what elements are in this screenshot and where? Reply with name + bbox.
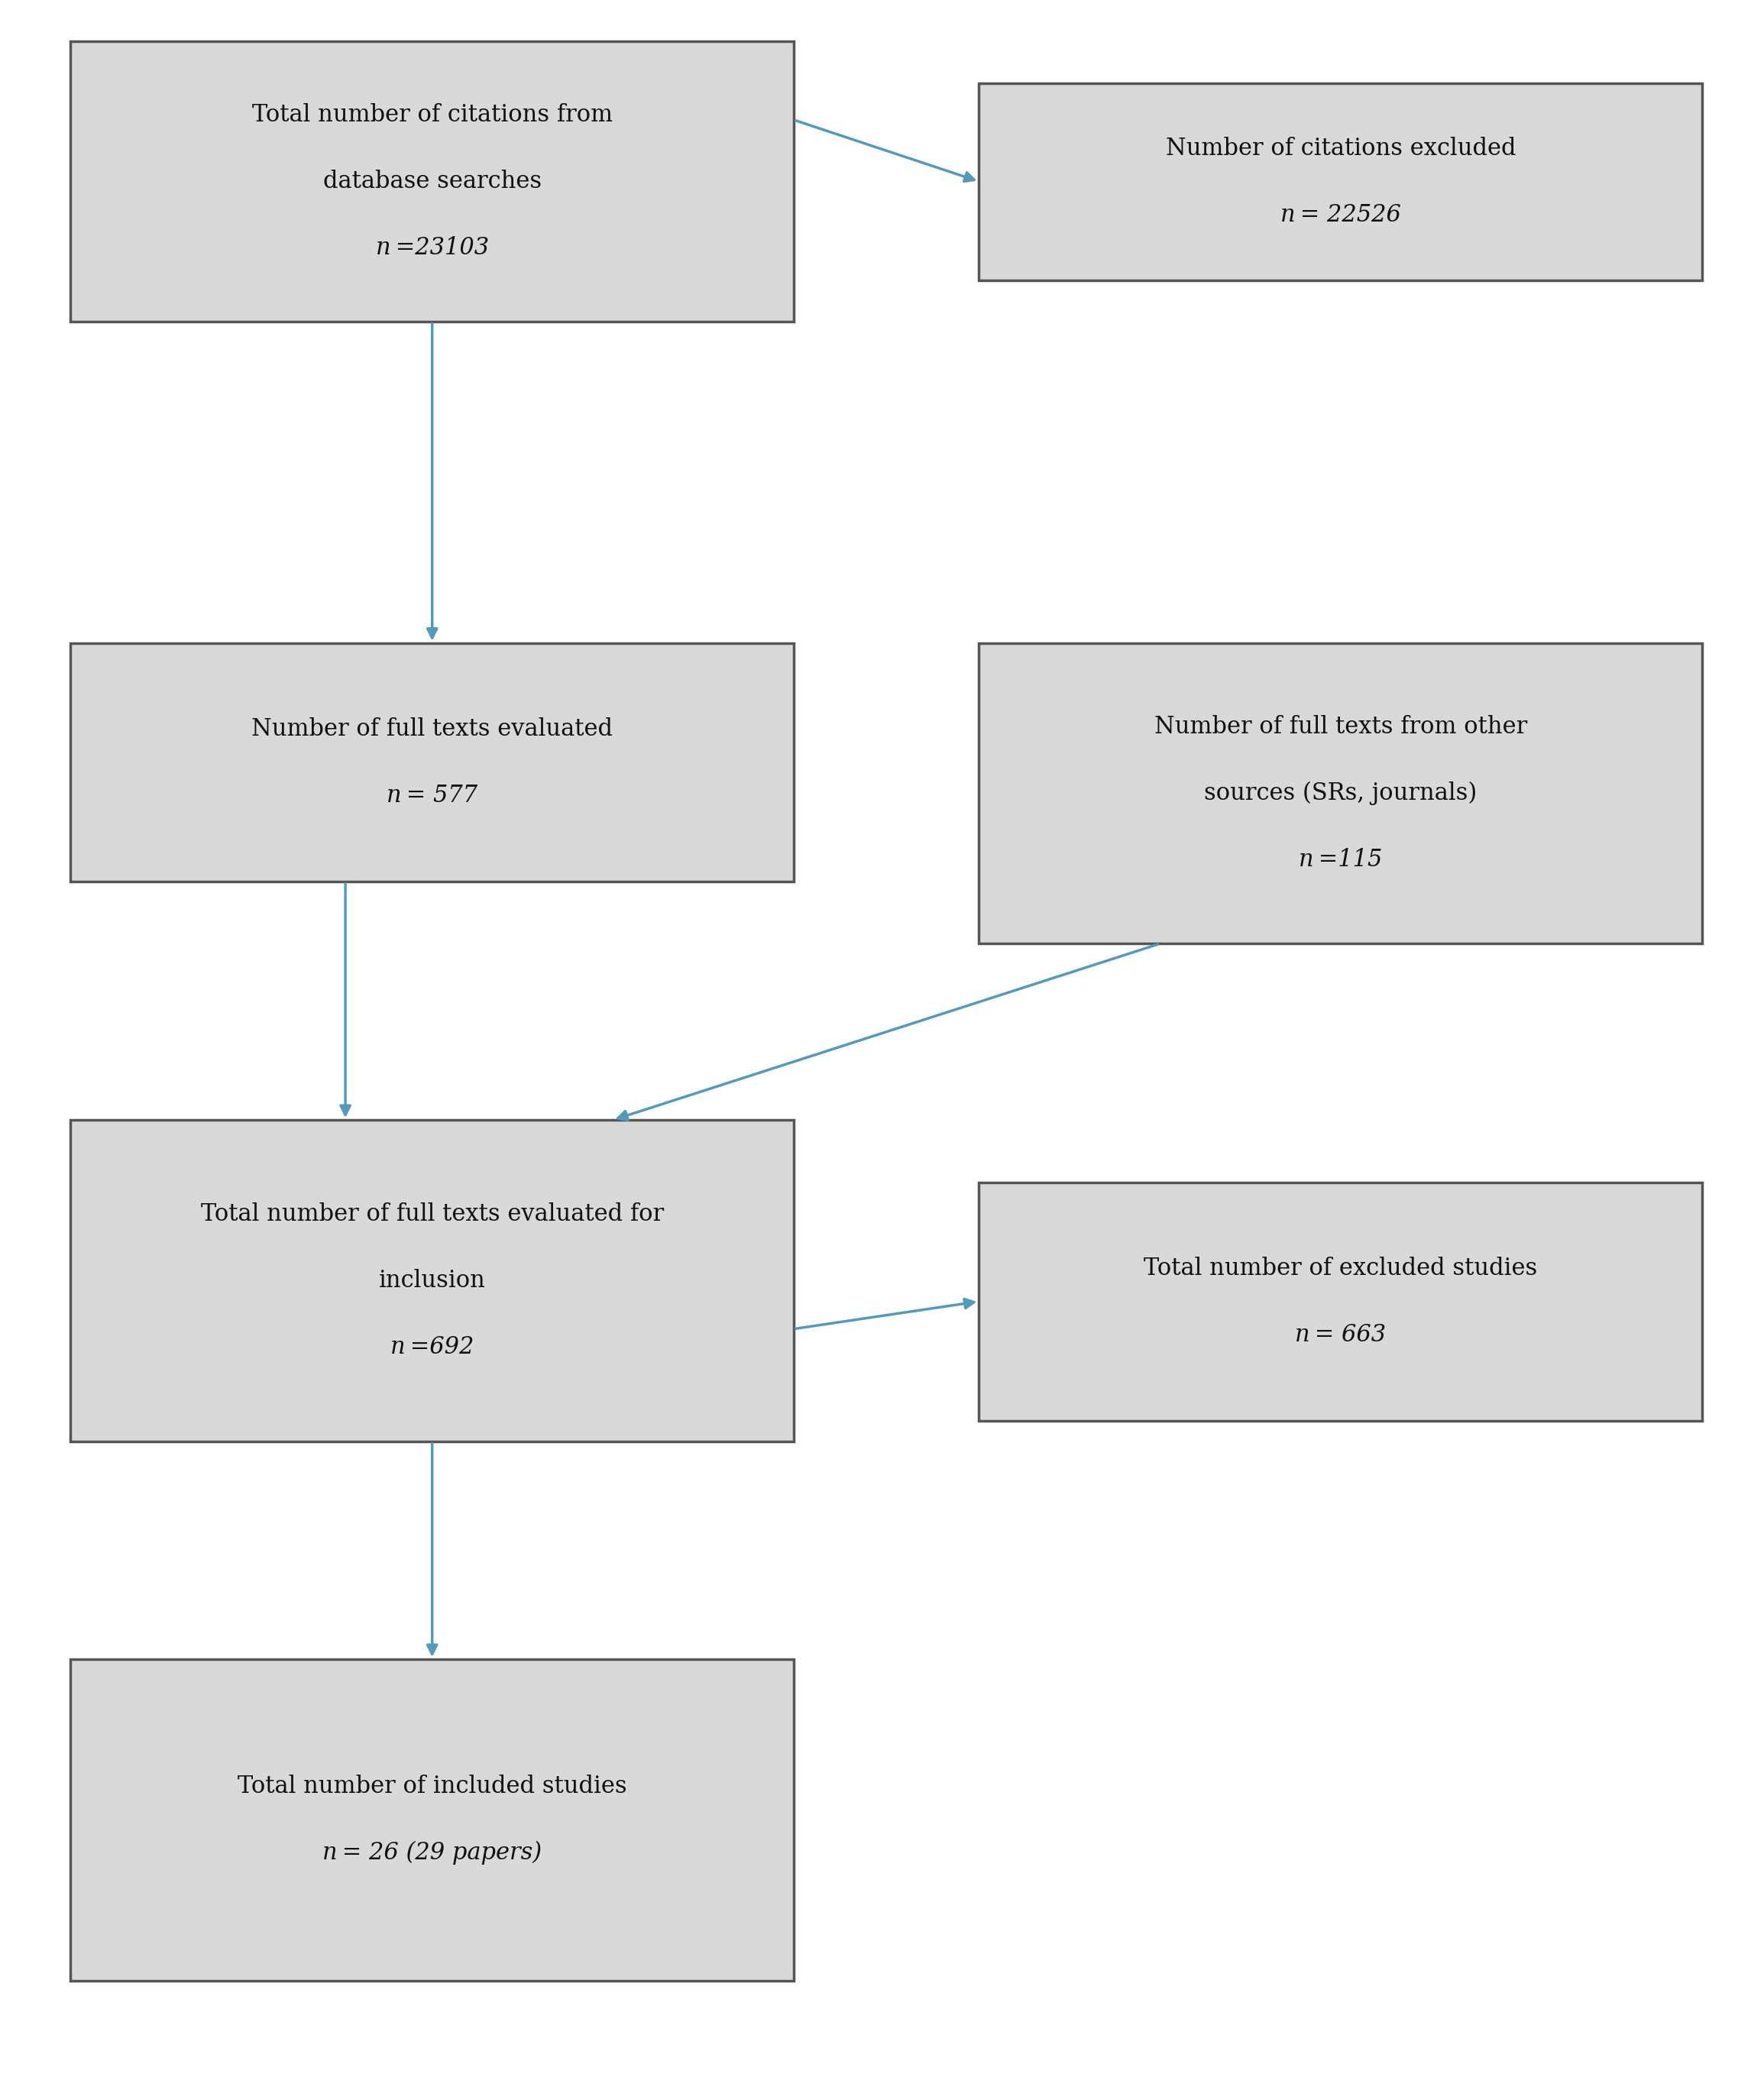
Text: Total number of excluded studies: Total number of excluded studies [1143, 1257, 1538, 1280]
Text: Number of full texts from other: Number of full texts from other [1154, 716, 1528, 738]
Text: inclusion: inclusion [379, 1269, 485, 1292]
Text: n = 577: n = 577 [386, 784, 478, 807]
Text: n =115: n =115 [1298, 848, 1383, 871]
FancyBboxPatch shape [979, 83, 1702, 280]
FancyBboxPatch shape [71, 643, 794, 881]
Text: database searches: database searches [323, 170, 542, 193]
Text: Number of citations excluded: Number of citations excluded [1166, 137, 1515, 160]
Text: Number of full texts evaluated: Number of full texts evaluated [252, 718, 612, 740]
FancyBboxPatch shape [979, 1182, 1702, 1421]
FancyBboxPatch shape [71, 1120, 794, 1441]
FancyBboxPatch shape [979, 643, 1702, 944]
Text: n =692: n =692 [390, 1336, 475, 1358]
Text: Total number of included studies: Total number of included studies [238, 1775, 626, 1798]
Text: n = 22526: n = 22526 [1281, 203, 1401, 226]
Text: n =23103: n =23103 [376, 236, 489, 259]
Text: sources (SRs, journals): sources (SRs, journals) [1205, 782, 1476, 805]
FancyBboxPatch shape [71, 1659, 794, 1981]
Text: Total number of full texts evaluated for: Total number of full texts evaluated for [201, 1203, 663, 1226]
FancyBboxPatch shape [71, 41, 794, 321]
Text: Total number of citations from: Total number of citations from [252, 104, 612, 127]
Text: n = 663: n = 663 [1295, 1323, 1387, 1346]
Text: n = 26 (29 papers): n = 26 (29 papers) [323, 1842, 542, 1865]
